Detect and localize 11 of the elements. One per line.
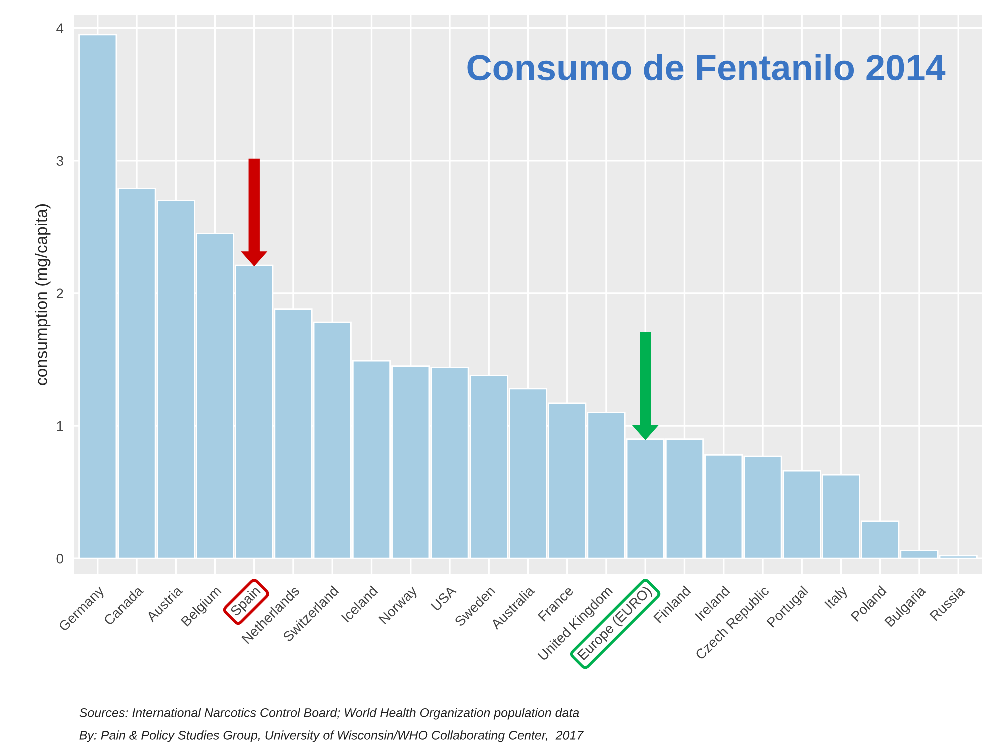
text: By: Pain & Policy Studies Group, University of Wisconsin/WHO Collaborating Center, 2017	[80, 730, 584, 742]
x-tick-label: Italy	[824, 584, 850, 612]
y-tick-label: 1	[57, 422, 64, 432]
x-tick-label: USA	[430, 585, 458, 612]
y-tick-label: 3	[56, 156, 64, 166]
source-note: Sources: International Narcotics Control Board; World Health Organization population data	[80, 708, 580, 720]
y-tick-label: 4	[56, 24, 64, 34]
y-axis-title: consumption (mg/capita)	[35, 204, 51, 386]
y-tick-label: 2	[56, 288, 64, 298]
text: Consumo de Fentanilo 2014	[468, 54, 946, 81]
y-tick-label: 0	[56, 554, 64, 564]
